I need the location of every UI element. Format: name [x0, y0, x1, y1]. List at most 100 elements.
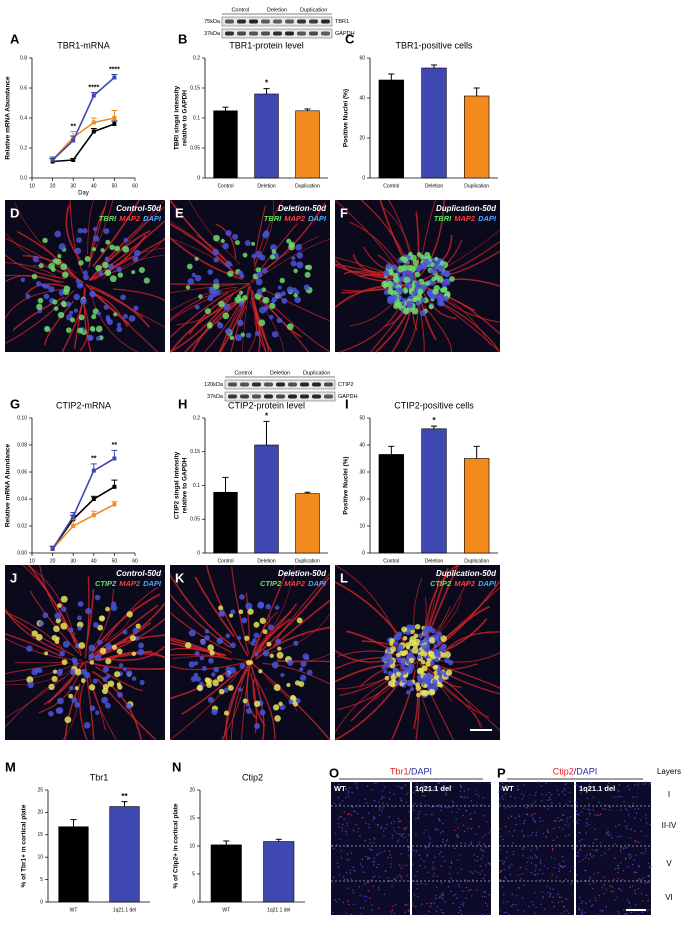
blot-band [324, 382, 333, 387]
series-line [51, 457, 115, 550]
nucleus [385, 263, 392, 270]
nucleus [290, 260, 297, 267]
cell [539, 820, 542, 822]
cell [559, 802, 561, 805]
cell [562, 860, 565, 862]
cell [462, 890, 464, 892]
cell [428, 910, 430, 913]
neurite [169, 654, 232, 661]
nucleus [245, 702, 250, 707]
cell [470, 871, 472, 873]
cell [611, 837, 613, 839]
cell [596, 838, 598, 840]
cell [626, 828, 628, 830]
series-marker [112, 75, 117, 80]
cell [341, 800, 344, 802]
cell [558, 863, 560, 865]
blot-band [309, 19, 318, 24]
cell [390, 822, 393, 824]
blot-band [264, 382, 273, 387]
cell [641, 911, 643, 913]
cell [540, 903, 542, 906]
tissue-section [331, 782, 410, 915]
nucleus [216, 321, 221, 326]
cell [458, 854, 461, 856]
nucleus [257, 602, 265, 609]
cell [569, 805, 572, 807]
nucleus [239, 273, 245, 279]
cell [562, 866, 564, 869]
cell [376, 823, 379, 826]
cell [511, 893, 514, 896]
nucleus [242, 252, 248, 258]
nucleus [48, 286, 55, 293]
nucleus [102, 676, 108, 682]
cell [510, 905, 513, 907]
cell [630, 912, 632, 914]
nucleus [387, 295, 394, 303]
cell [348, 787, 351, 789]
nucleus [401, 626, 408, 633]
nucleus [73, 308, 79, 313]
cell [391, 885, 393, 887]
cell [541, 891, 543, 893]
nucleus [428, 304, 434, 310]
cell [355, 823, 357, 826]
y-tick-label: 0.15 [190, 449, 200, 455]
nucleus [256, 288, 263, 295]
y-tick-label: 0.06 [17, 469, 27, 475]
cell [558, 820, 561, 822]
bar [58, 826, 89, 903]
cell [614, 868, 617, 870]
cell [391, 913, 393, 915]
neurite [359, 273, 417, 285]
cell [522, 855, 524, 857]
stain-label: DAPI [143, 214, 162, 223]
cell [629, 857, 631, 859]
nucleus [95, 710, 100, 715]
stain-label: /DAPI [409, 766, 433, 776]
cell [393, 821, 396, 823]
neurite [191, 302, 237, 353]
cell [569, 800, 571, 803]
nucleus [35, 667, 40, 673]
cell [560, 912, 563, 915]
cell [377, 887, 380, 889]
cell [503, 861, 506, 863]
cell [455, 818, 457, 820]
cell [413, 894, 416, 896]
panel-letter: I [345, 396, 349, 411]
cell [404, 828, 406, 831]
cell [620, 862, 622, 864]
nucleus [302, 653, 309, 660]
cell [378, 801, 380, 803]
cell [396, 840, 399, 843]
neurite [14, 202, 77, 274]
neurite [262, 662, 331, 685]
bar [213, 491, 238, 554]
cell [402, 865, 404, 867]
nucleus [184, 642, 192, 649]
cell [585, 832, 587, 834]
cell [548, 791, 551, 794]
cell [415, 833, 417, 835]
panel-letter: M [5, 759, 16, 774]
nucleus [405, 282, 413, 289]
cell [477, 871, 479, 874]
cell [617, 877, 620, 880]
nucleus [26, 676, 34, 684]
cell [535, 906, 537, 909]
cell [558, 844, 560, 846]
panel-letter: G [10, 396, 20, 411]
nucleus [296, 261, 304, 269]
cell [589, 883, 591, 886]
cell [645, 835, 647, 838]
cell [578, 861, 581, 863]
cell [357, 805, 360, 807]
x-tick-label: 20 [50, 558, 56, 564]
neurite [334, 199, 396, 267]
cell [354, 810, 356, 813]
nucleus [126, 670, 133, 677]
cell [459, 909, 462, 912]
cell [594, 838, 596, 841]
